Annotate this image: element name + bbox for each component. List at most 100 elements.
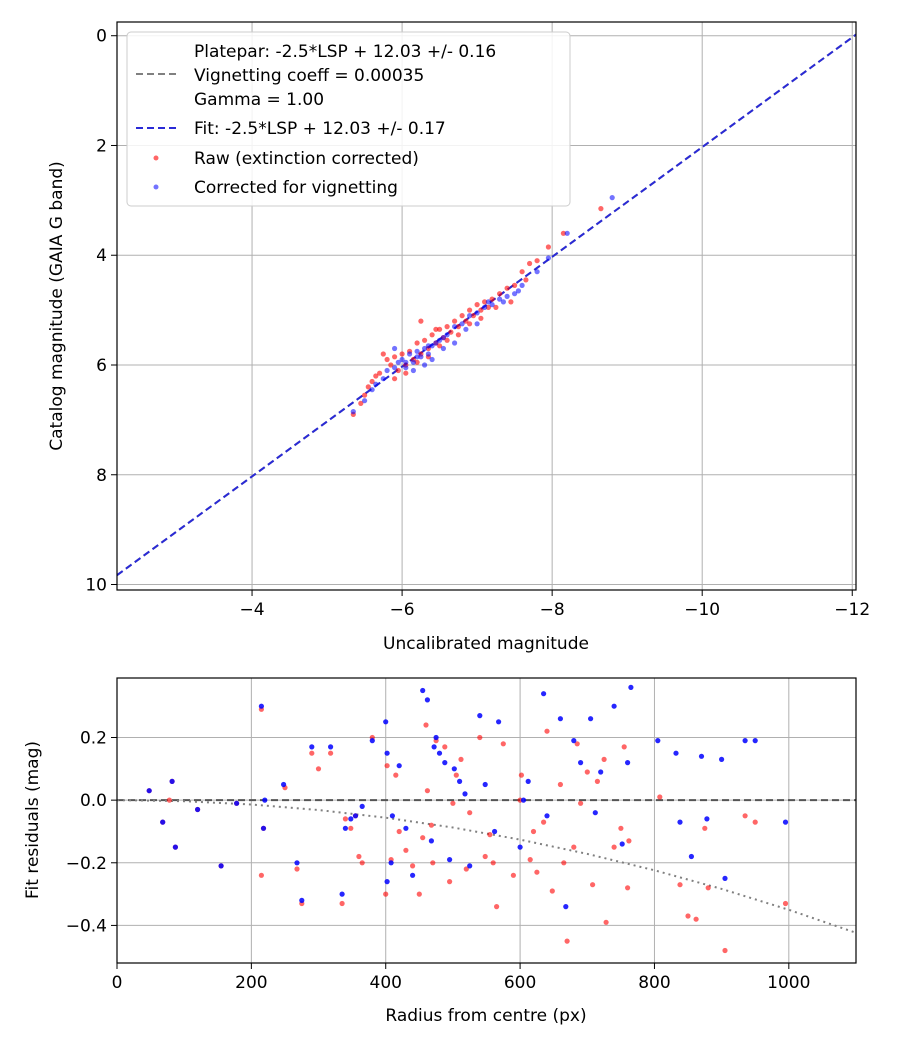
data-point <box>380 376 386 382</box>
data-point <box>673 750 679 756</box>
y-tick-label: 6 <box>96 356 107 376</box>
data-point <box>450 800 456 806</box>
data-point <box>677 819 683 825</box>
data-point <box>414 354 420 360</box>
data-point <box>423 722 429 728</box>
data-point <box>626 838 632 844</box>
x-tick-label: 1000 <box>767 973 810 993</box>
data-point <box>430 860 436 866</box>
data-point <box>702 825 708 831</box>
data-point <box>621 744 627 750</box>
data-point <box>467 313 473 319</box>
calibration-scatter-panel: −4 −6 −8 −10 −12 0 2 4 6 8 10 Uncalibrated magnitu… <box>47 21 870 654</box>
data-point <box>470 313 476 319</box>
legend-platepar-text: Platepar: -2.5*LSP + 12.03 +/- 0.16 Vigne… <box>194 42 496 110</box>
data-point <box>452 340 458 346</box>
data-point <box>169 778 175 785</box>
legend-corrected-text: Corrected for vignetting <box>194 178 398 198</box>
data-point <box>166 797 172 803</box>
data-point <box>541 819 547 825</box>
data-point <box>457 778 463 785</box>
data-point <box>527 260 533 267</box>
data-point <box>393 772 399 778</box>
data-point <box>418 354 424 360</box>
data-point <box>574 741 580 747</box>
x-tick-label: 0 <box>112 973 123 993</box>
data-point <box>782 819 789 825</box>
data-point <box>403 825 409 831</box>
data-point <box>442 744 448 750</box>
data-point <box>395 359 401 365</box>
data-point <box>485 304 491 310</box>
data-point <box>489 302 495 308</box>
data-point <box>429 343 435 349</box>
data-point <box>436 750 443 756</box>
data-point <box>410 367 416 374</box>
data-point <box>462 791 468 797</box>
residual-points <box>146 684 789 954</box>
data-point <box>359 803 365 810</box>
data-point <box>146 788 152 794</box>
data-point <box>429 356 435 363</box>
data-point <box>560 230 567 236</box>
data-point <box>410 872 416 878</box>
data-point <box>309 750 315 756</box>
data-point <box>422 345 428 352</box>
data-point <box>474 302 480 308</box>
legend-corrected-marker <box>153 184 159 190</box>
data-point <box>497 296 503 302</box>
data-point <box>396 828 402 835</box>
data-point <box>504 293 510 299</box>
data-point <box>584 769 590 775</box>
data-point <box>433 326 439 332</box>
y-axis-label: Catalog magnitude (GAIA G band) <box>47 161 67 451</box>
data-point <box>369 378 375 385</box>
data-point <box>493 304 499 310</box>
x-tick-label: 800 <box>638 973 670 993</box>
data-point <box>520 797 527 803</box>
x-tick-label: 600 <box>504 973 536 993</box>
plot-frame <box>116 677 857 964</box>
data-point <box>752 819 758 825</box>
x-axis-label: Uncalibrated magnitude <box>383 634 589 654</box>
data-point <box>453 772 459 778</box>
data-point <box>564 230 570 236</box>
data-point <box>458 756 464 763</box>
data-point <box>467 810 473 816</box>
series-line <box>116 799 857 934</box>
data-point <box>431 744 437 750</box>
x-tick-label: −6 <box>390 600 415 620</box>
data-point <box>459 321 465 327</box>
data-point <box>407 351 413 357</box>
data-point <box>424 788 430 794</box>
y-tick-label: 0.2 <box>80 729 107 749</box>
x-tick-label: −10 <box>684 600 720 620</box>
data-point <box>315 766 322 772</box>
data-point <box>359 860 365 866</box>
data-point <box>392 365 398 371</box>
data-point <box>437 337 443 343</box>
data-point <box>348 816 354 822</box>
legend: Platepar: -2.5*LSP + 12.03 +/- 0.16 Vigne… <box>126 31 571 207</box>
data-point <box>698 753 705 759</box>
data-point <box>428 822 434 828</box>
data-point <box>705 885 711 891</box>
data-point <box>350 409 356 415</box>
data-point <box>782 900 789 907</box>
data-point <box>657 794 663 800</box>
data-point <box>549 888 555 894</box>
data-point <box>444 324 450 330</box>
data-point <box>594 778 601 785</box>
data-point <box>403 847 409 853</box>
data-point <box>384 356 390 363</box>
data-point <box>463 326 469 332</box>
data-point <box>496 719 502 725</box>
data-point <box>373 373 379 379</box>
data-point <box>487 832 493 838</box>
data-point <box>440 345 446 352</box>
y-tick-label: 8 <box>96 466 107 486</box>
grid <box>116 678 856 963</box>
data-point <box>685 913 691 919</box>
data-point <box>399 356 405 363</box>
legend-platepar-line: Gamma = 1.00 <box>194 90 324 110</box>
